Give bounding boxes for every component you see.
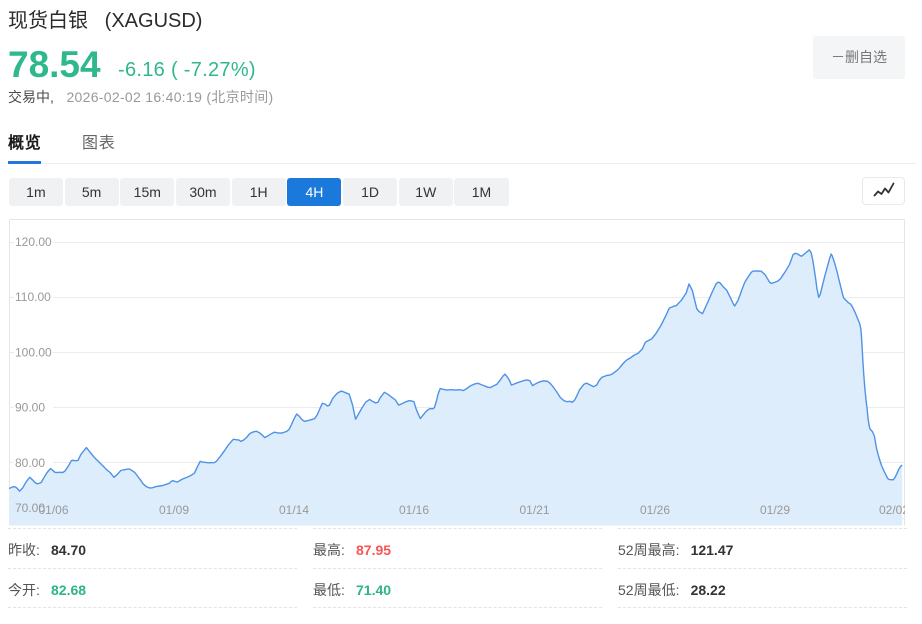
svg-text:01/06: 01/06 [38, 503, 68, 517]
svg-text:70.00: 70.00 [15, 501, 45, 515]
svg-text:01/29: 01/29 [760, 503, 790, 517]
svg-text:80.00: 80.00 [15, 456, 45, 470]
svg-text:01/14: 01/14 [279, 503, 309, 517]
svg-text:110.00: 110.00 [15, 290, 51, 304]
svg-text:01/21: 01/21 [519, 503, 549, 517]
svg-text:01/09: 01/09 [159, 503, 189, 517]
svg-text:01/16: 01/16 [399, 503, 429, 517]
svg-text:90.00: 90.00 [15, 401, 45, 415]
svg-text:120.00: 120.00 [15, 235, 52, 249]
svg-text:02/02: 02/02 [879, 503, 909, 517]
svg-text:01/26: 01/26 [640, 503, 670, 517]
svg-text:100.00: 100.00 [15, 345, 52, 359]
